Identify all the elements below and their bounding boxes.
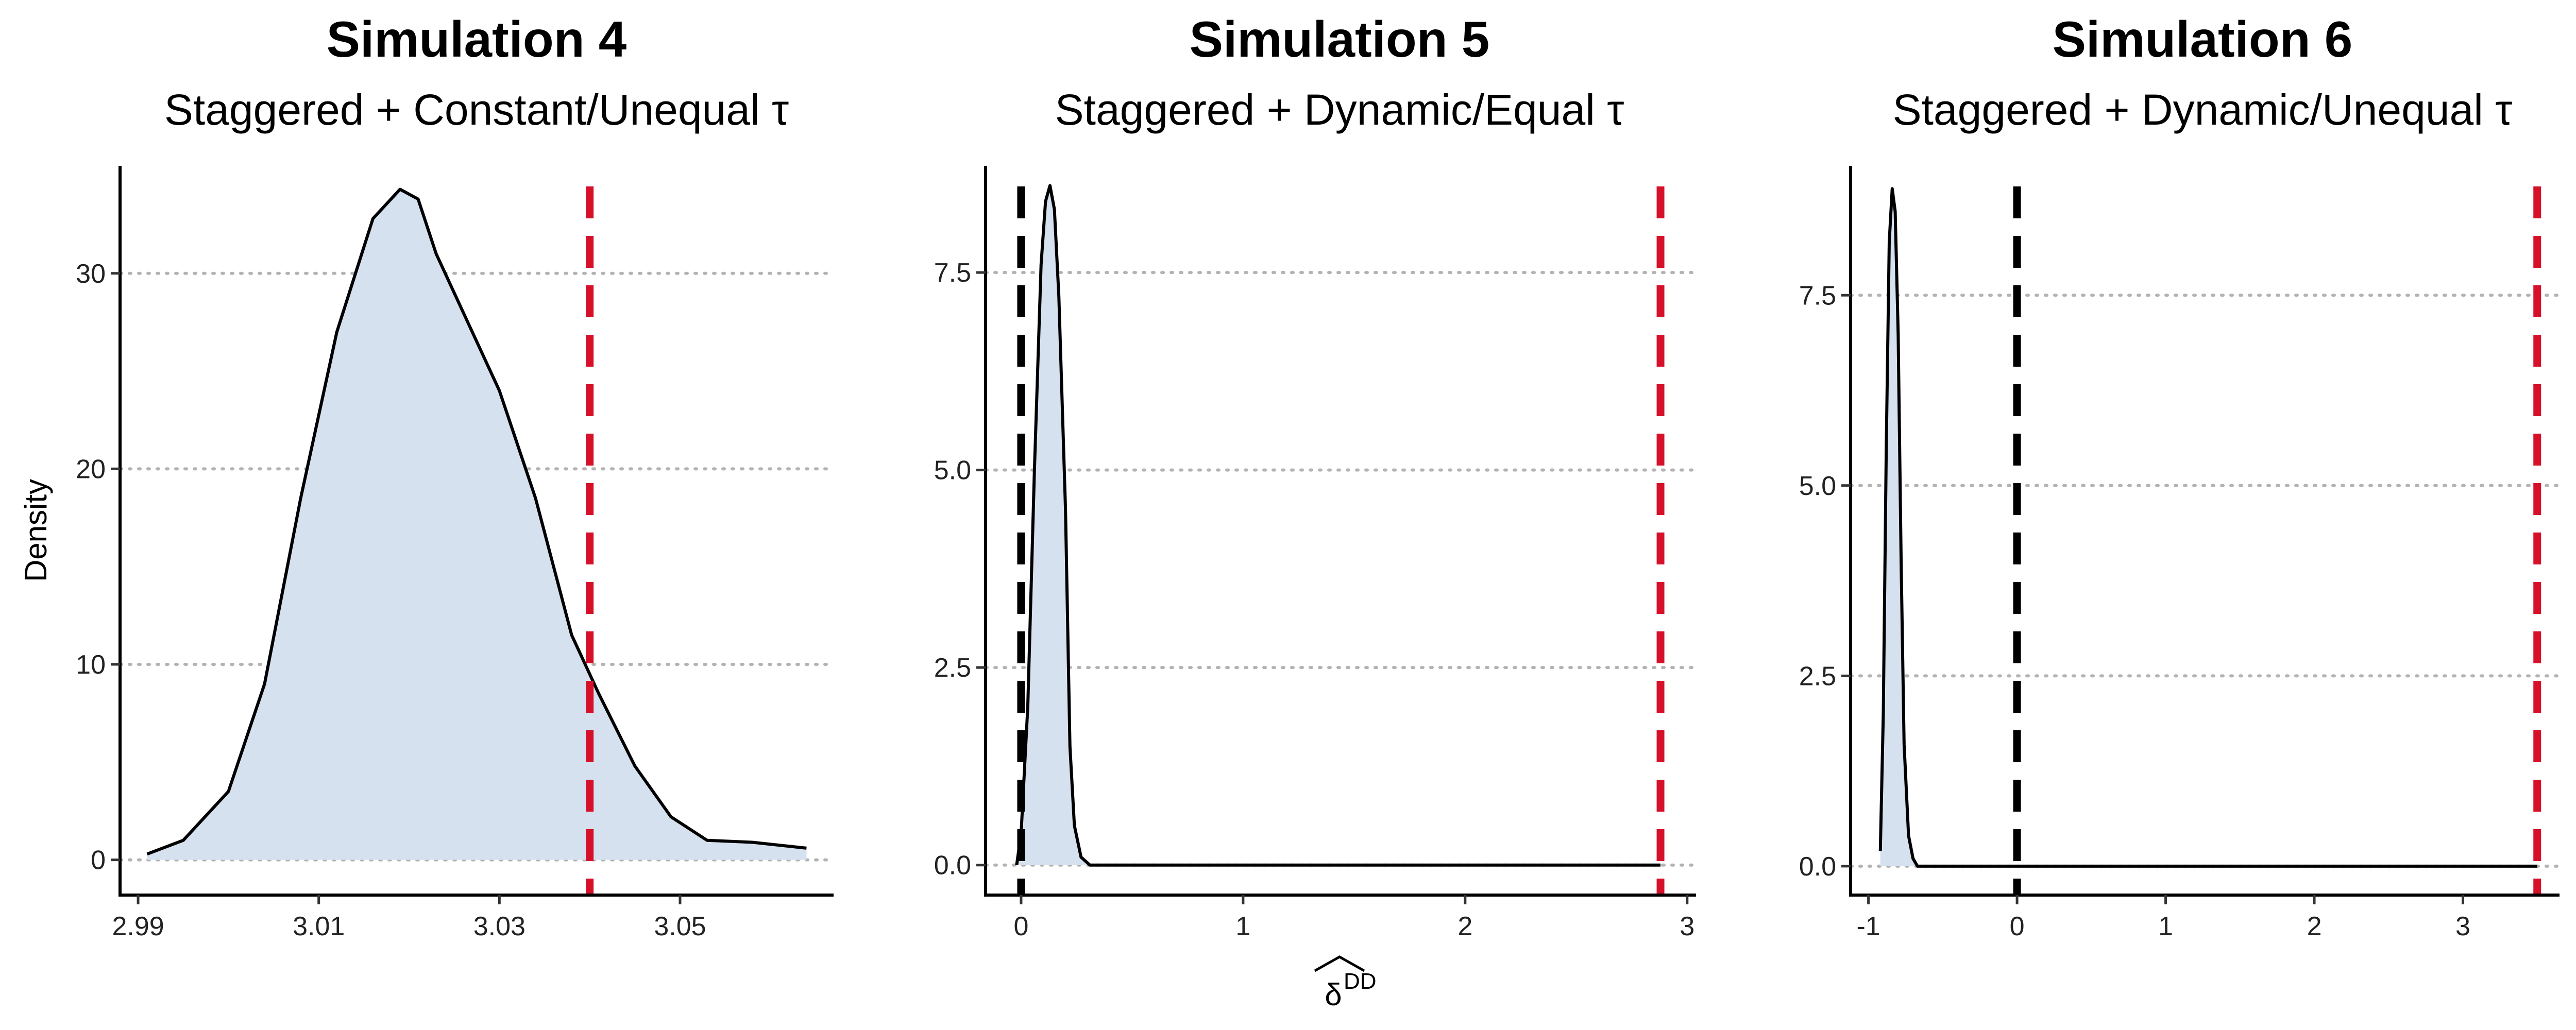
x-tick-label: 0 — [2010, 912, 2025, 941]
panel-subtitle: Staggered + Dynamic/Equal τ — [1055, 85, 1624, 134]
panel-simulation-5: Simulation 5 Staggered + Dynamic/Equal τ… — [934, 11, 1698, 941]
x-tick-label: 2 — [1458, 912, 1472, 941]
y-tick-label: 2.5 — [1799, 661, 1836, 691]
x-tick-label: 2 — [2307, 912, 2322, 941]
panel-subtitle: Staggered + Constant/Unequal τ — [164, 85, 789, 134]
x-tick-label: 2.99 — [112, 912, 164, 941]
x-tick-label: -1 — [1856, 912, 1880, 941]
panel-simulation-6: Simulation 6 Staggered + Dynamic/Unequal… — [1799, 11, 2561, 941]
panel-title: Simulation 6 — [2053, 11, 2353, 67]
y-tick-label: 0.0 — [1799, 852, 1836, 882]
x-axis-label-hat — [1314, 955, 1365, 972]
x-tick-label: 3.03 — [473, 912, 526, 941]
y-tick-label: 30 — [76, 259, 106, 289]
x-tick-label: 3.01 — [293, 912, 345, 941]
density-line — [1878, 187, 2537, 868]
panel-title: Simulation 5 — [1190, 11, 1490, 67]
panel-simulation-4: Simulation 4 Staggered + Constant/Unequa… — [76, 11, 835, 941]
x-tick-label: 1 — [1235, 912, 1250, 941]
x-tick-label: 1 — [2158, 912, 2173, 941]
y-tick-label: 2.5 — [934, 653, 971, 683]
x-axis-label-superscript: DD — [1344, 969, 1377, 994]
panel-subtitle: Staggered + Dynamic/Unequal τ — [1893, 85, 2513, 134]
panel-title: Simulation 4 — [327, 11, 627, 67]
density-line — [1015, 184, 1661, 867]
x-tick-label: 3.05 — [654, 912, 706, 941]
y-tick-label: 5.0 — [934, 456, 971, 486]
x-axis-label: δ DD — [1314, 955, 1377, 1012]
x-tick-label: 0 — [1013, 912, 1028, 941]
y-tick-label: 5.0 — [1799, 471, 1836, 501]
x-tick-label: 3 — [2455, 912, 2470, 941]
y-tick-label: 0.0 — [934, 851, 971, 881]
density-line — [146, 187, 807, 856]
y-tick-label: 0 — [91, 846, 106, 876]
density-area — [147, 189, 807, 860]
x-axis-label-symbol: δ — [1325, 977, 1342, 1012]
x-tick-label: 3 — [1680, 912, 1694, 941]
y-tick-label: 20 — [76, 454, 106, 484]
y-tick-label: 7.5 — [1799, 281, 1836, 311]
y-tick-label: 10 — [76, 650, 106, 680]
y-axis-label: Density — [19, 479, 53, 582]
y-tick-label: 7.5 — [934, 258, 971, 288]
